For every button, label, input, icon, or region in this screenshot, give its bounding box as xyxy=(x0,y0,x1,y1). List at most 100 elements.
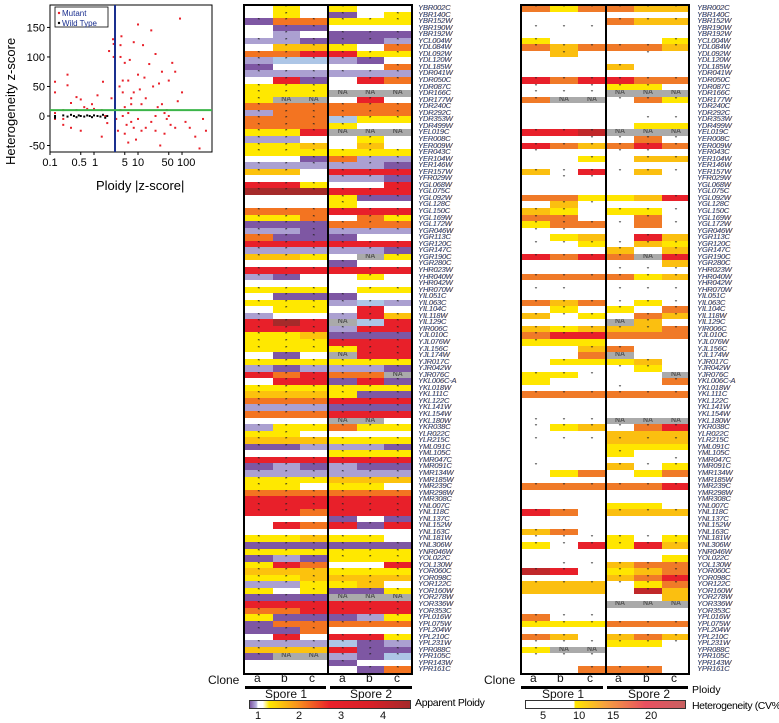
het-cell xyxy=(662,358,690,366)
mutant-point xyxy=(112,55,115,58)
het-cell xyxy=(550,149,578,156)
ploidy-cell xyxy=(356,659,385,667)
gene-label: YGR190C xyxy=(697,251,731,261)
gene-label: YGR120C xyxy=(418,238,452,248)
ploidy-cell: * xyxy=(300,129,328,136)
ploidy-cell xyxy=(300,11,328,19)
ploidy-cell: * xyxy=(245,365,273,372)
het-cell: * xyxy=(662,463,690,470)
ploidy-cell: * xyxy=(356,600,385,608)
het-cell: * xyxy=(578,175,606,182)
ploidy-cell: * xyxy=(384,162,412,169)
ploidy-cell: NA xyxy=(356,129,385,136)
ploidy-cell: * xyxy=(356,581,385,588)
het-cell xyxy=(578,208,606,215)
het-cell xyxy=(550,280,578,287)
gene-label: YIL129C xyxy=(418,317,447,327)
het-cell: * xyxy=(578,221,606,228)
ploidy-cell: NA xyxy=(329,319,357,326)
mutant-point xyxy=(79,98,82,101)
het-cell xyxy=(522,594,550,601)
ploidy-cell: * xyxy=(300,555,328,562)
ploidy-cell: * xyxy=(245,463,273,470)
gene-label: YGR113C xyxy=(418,232,451,242)
ploidy-cell: * xyxy=(245,129,273,136)
het-cell xyxy=(634,528,662,536)
gene-label: YGR046W xyxy=(418,225,453,235)
ploidy-cell: * xyxy=(300,339,328,346)
ploidy-cell: * xyxy=(384,489,412,497)
ploidy-cell: * xyxy=(272,57,301,64)
ploidy-cell: * xyxy=(384,620,412,628)
ploidy-cell: * xyxy=(356,450,385,457)
gene-label: YPR105C xyxy=(697,651,730,661)
het-cell xyxy=(606,456,634,464)
ploidy-cell: * xyxy=(272,266,301,274)
ploidy-cell: * xyxy=(300,188,328,195)
het-cell: * xyxy=(662,306,690,313)
ploidy-cell: * xyxy=(329,646,357,654)
ploidy-cell: * xyxy=(384,63,412,71)
het-cell xyxy=(606,162,634,169)
het-cell: * xyxy=(578,666,606,673)
het-cell: * xyxy=(578,273,606,281)
het-cell: * xyxy=(522,417,550,425)
ploidy-cell: * xyxy=(245,620,273,628)
gene-label: YDR087C xyxy=(697,81,730,91)
ploidy-cell: * xyxy=(300,214,328,222)
ploidy-cell: * xyxy=(384,463,412,470)
het-tick: 5 xyxy=(540,710,547,722)
mutant-point xyxy=(123,106,126,109)
gene-label: YGR280C xyxy=(418,258,452,268)
gene-label: YDR041W xyxy=(418,68,453,78)
y-tick-label: -50 xyxy=(29,141,45,153)
gene-label: YDR292C xyxy=(697,107,730,117)
het-cell xyxy=(578,411,606,418)
het-cell xyxy=(522,489,550,497)
ploidy-cell: * xyxy=(384,352,412,359)
gene-label: YOR278W xyxy=(418,592,453,602)
het-cell: * xyxy=(606,273,634,281)
het-cell: * xyxy=(662,640,690,647)
ploidy-cell: * xyxy=(300,614,328,621)
ploidy-cell: * xyxy=(384,561,412,569)
ploidy-cell: * xyxy=(272,496,301,503)
ploidy-cell: * xyxy=(384,247,412,254)
ploidy-cell: * xyxy=(245,253,273,261)
ploidy-cell: * xyxy=(329,162,357,169)
ploidy-cell: * xyxy=(329,221,357,228)
ploidy-cell: * xyxy=(329,633,357,641)
wildtype-point xyxy=(54,116,57,119)
ploidy-cell: * xyxy=(356,142,385,150)
het-cell xyxy=(606,181,634,189)
het-cell xyxy=(550,469,578,477)
mutant-point xyxy=(132,91,135,94)
het-cell: * xyxy=(606,266,634,274)
het-cell: * xyxy=(578,332,606,339)
het-cell xyxy=(550,443,578,451)
ploidy-cell xyxy=(245,378,273,385)
het-cell xyxy=(522,502,550,510)
het-cell xyxy=(634,476,662,484)
gene-label: YGL169W xyxy=(418,212,452,222)
het-cell: NA xyxy=(606,319,634,326)
gene-label: YGR113C xyxy=(697,232,730,242)
het-cell xyxy=(606,312,634,320)
ploidy-cell: * xyxy=(356,404,385,412)
ploidy-cell: * xyxy=(272,325,301,333)
ploidy-cell xyxy=(329,77,357,84)
het-cell xyxy=(662,214,690,222)
mutant-point xyxy=(127,141,130,144)
gene-label: YNR046W xyxy=(418,546,453,556)
ploidy-cell: * xyxy=(356,535,385,543)
het-cell: * xyxy=(606,574,634,582)
gene-label: YOR160W xyxy=(418,585,453,595)
gene-label: YBR002C xyxy=(418,3,451,12)
ploidy-cell: * xyxy=(356,332,385,339)
het-cell: * xyxy=(550,483,578,490)
ploidy-cell: * xyxy=(384,50,412,58)
het-cell xyxy=(606,371,634,379)
ploidy-cell: * xyxy=(329,312,357,320)
mutant-point xyxy=(154,129,157,132)
mutant-point xyxy=(144,97,147,100)
